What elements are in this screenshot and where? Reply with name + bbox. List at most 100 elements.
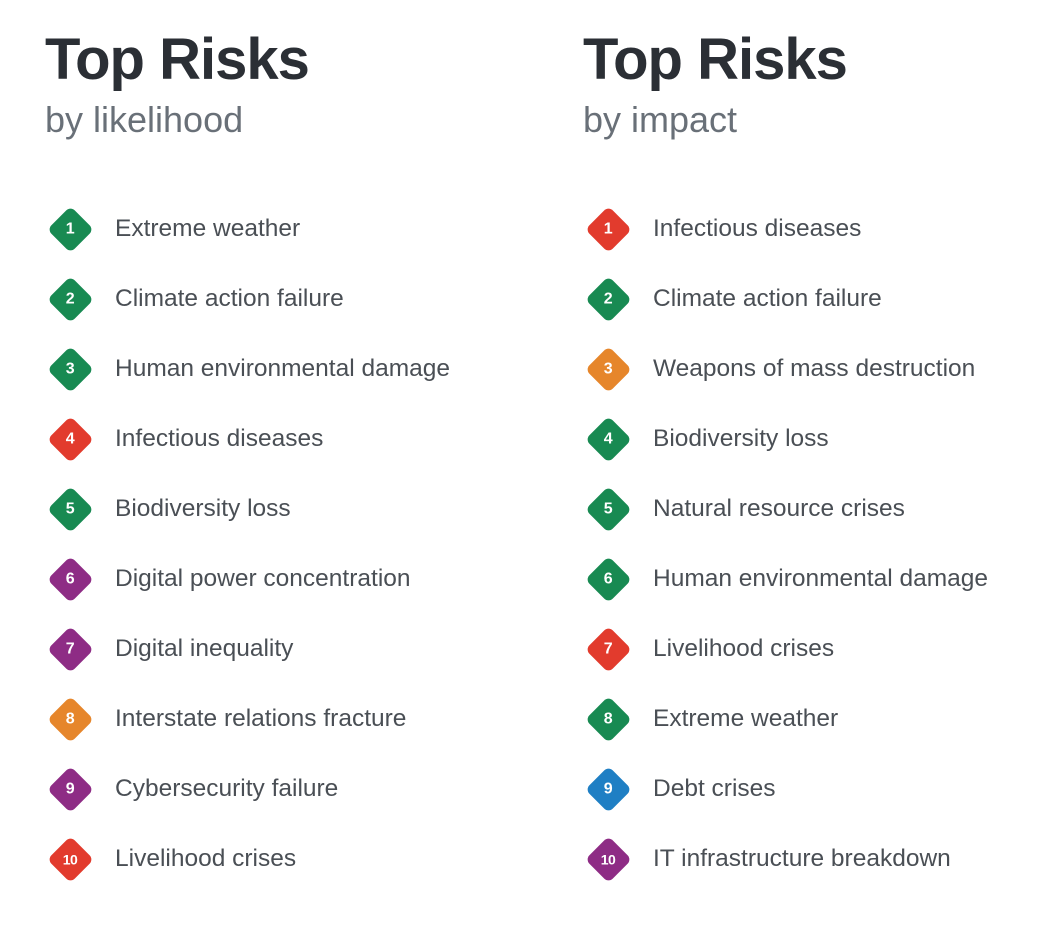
risk-item: 4 Infectious diseases	[45, 404, 533, 474]
risk-item: 10 IT infrastructure breakdown	[583, 824, 1057, 894]
rank-diamond-slot: 8	[583, 695, 633, 743]
risk-item: 2 Climate action failure	[583, 264, 1057, 334]
column-title: Top Risks	[583, 27, 848, 92]
risk-label: Infectious diseases	[115, 425, 324, 453]
risk-label: Natural resource crises	[653, 495, 905, 523]
rank-diamond-icon: 7	[584, 625, 632, 673]
risk-label: Climate action failure	[115, 285, 344, 313]
rank-number: 9	[65, 780, 75, 798]
risk-label: Cybersecurity failure	[115, 775, 339, 803]
risk-item: 7 Livelihood crises	[583, 614, 1057, 684]
risk-item: 4 Biodiversity loss	[583, 404, 1057, 474]
risk-item: 9 Cybersecurity failure	[45, 754, 533, 824]
rank-diamond-slot: 3	[583, 345, 633, 393]
risk-item: 8 Extreme weather	[583, 684, 1057, 754]
rank-number: 8	[65, 710, 75, 728]
rank-diamond-icon: 10	[584, 835, 632, 883]
risk-label: Livelihood crises	[115, 845, 297, 873]
rank-diamond-slot: 9	[45, 765, 95, 813]
rank-diamond-icon: 2	[584, 275, 632, 323]
rank-diamond-icon: 3	[584, 345, 632, 393]
column-subtitle: by likelihood	[45, 98, 244, 140]
risk-label: IT infrastructure breakdown	[653, 845, 951, 873]
rank-diamond-slot: 5	[583, 485, 633, 533]
risk-item: 1 Extreme weather	[45, 194, 533, 264]
rank-diamond-icon: 5	[46, 485, 94, 533]
rank-number: 4	[603, 430, 613, 448]
risk-item: 1 Infectious diseases	[583, 194, 1057, 264]
rank-diamond-slot: 10	[45, 835, 95, 883]
rank-number: 10	[62, 851, 78, 868]
rank-diamond-icon: 7	[46, 625, 94, 673]
rank-diamond-slot: 8	[45, 695, 95, 743]
rank-diamond-icon: 5	[584, 485, 632, 533]
risk-label: Interstate relations fracture	[115, 705, 407, 733]
risk-item: 10 Livelihood crises	[45, 824, 533, 894]
rank-diamond-icon: 1	[46, 205, 94, 253]
rank-number: 2	[65, 290, 75, 308]
risk-label: Extreme weather	[115, 215, 301, 243]
rank-number: 3	[65, 360, 75, 378]
risk-label: Extreme weather	[653, 705, 839, 733]
rank-diamond-slot: 9	[583, 765, 633, 813]
rank-number: 5	[603, 500, 613, 518]
rank-number: 6	[65, 570, 75, 588]
rank-diamond-slot: 3	[45, 345, 95, 393]
rank-diamond-icon: 4	[584, 415, 632, 463]
risk-item: 3 Weapons of mass destruction	[583, 334, 1057, 404]
rank-diamond-icon: 9	[46, 765, 94, 813]
risk-item: 5 Biodiversity loss	[45, 474, 533, 544]
rank-diamond-slot: 6	[583, 555, 633, 603]
rank-number: 5	[65, 500, 75, 518]
rank-number: 7	[603, 640, 613, 658]
rank-diamond-slot: 10	[583, 835, 633, 883]
rank-number: 1	[603, 220, 613, 238]
rank-number: 3	[603, 360, 613, 378]
rank-diamond-icon: 1	[584, 205, 632, 253]
risk-list-by-impact: 1 Infectious diseases 2 Climate action fail…	[583, 194, 1057, 894]
rank-diamond-slot: 6	[45, 555, 95, 603]
rank-diamond-slot: 1	[583, 205, 633, 253]
risk-label: Biodiversity loss	[115, 495, 291, 523]
risk-list-by-likelihood: 1 Extreme weather 2 Climate action failure 3…	[45, 194, 533, 894]
rank-diamond-slot: 4	[45, 415, 95, 463]
rank-number: 2	[603, 290, 613, 308]
rank-diamond-icon: 8	[584, 695, 632, 743]
risk-label: Biodiversity loss	[653, 425, 829, 453]
risk-item: 3 Human environmental damage	[45, 334, 533, 404]
rank-diamond-slot: 7	[45, 625, 95, 673]
risk-label: Livelihood crises	[653, 635, 835, 663]
rank-diamond-icon: 6	[584, 555, 632, 603]
rank-number: 7	[65, 640, 75, 658]
risk-label: Human environmental damage	[115, 355, 451, 383]
rank-diamond-icon: 2	[46, 275, 94, 323]
rank-diamond-icon: 10	[46, 835, 94, 883]
rank-diamond-slot: 4	[583, 415, 633, 463]
column-title: Top Risks	[45, 27, 310, 92]
column-by-impact: Top Risks by impact 1 Infectious diseases…	[533, 0, 1057, 929]
column-by-likelihood: Top Risks by likelihood 1 Extreme weather…	[45, 27, 533, 894]
rank-diamond-slot: 7	[583, 625, 633, 673]
risk-label: Debt crises	[653, 775, 776, 803]
rank-diamond-icon: 4	[46, 415, 94, 463]
rank-number: 1	[65, 220, 75, 238]
risk-item: 9 Debt crises	[583, 754, 1057, 824]
risk-item: 8 Interstate relations fracture	[45, 684, 533, 754]
risk-label: Digital power concentration	[115, 565, 411, 593]
risk-label: Digital inequality	[115, 635, 294, 663]
rank-diamond-icon: 9	[584, 765, 632, 813]
risk-label: Climate action failure	[653, 285, 882, 313]
rank-diamond-icon: 6	[46, 555, 94, 603]
risk-item: 6 Digital power concentration	[45, 544, 533, 614]
rank-number: 8	[603, 710, 613, 728]
risk-item: 2 Climate action failure	[45, 264, 533, 334]
rank-diamond-slot: 5	[45, 485, 95, 533]
risk-label: Infectious diseases	[653, 215, 862, 243]
column-subtitle: by impact	[583, 98, 738, 140]
risk-item: 5 Natural resource crises	[583, 474, 1057, 544]
rank-number: 9	[603, 780, 613, 798]
rank-diamond-slot: 1	[45, 205, 95, 253]
rank-diamond-slot: 2	[45, 275, 95, 323]
